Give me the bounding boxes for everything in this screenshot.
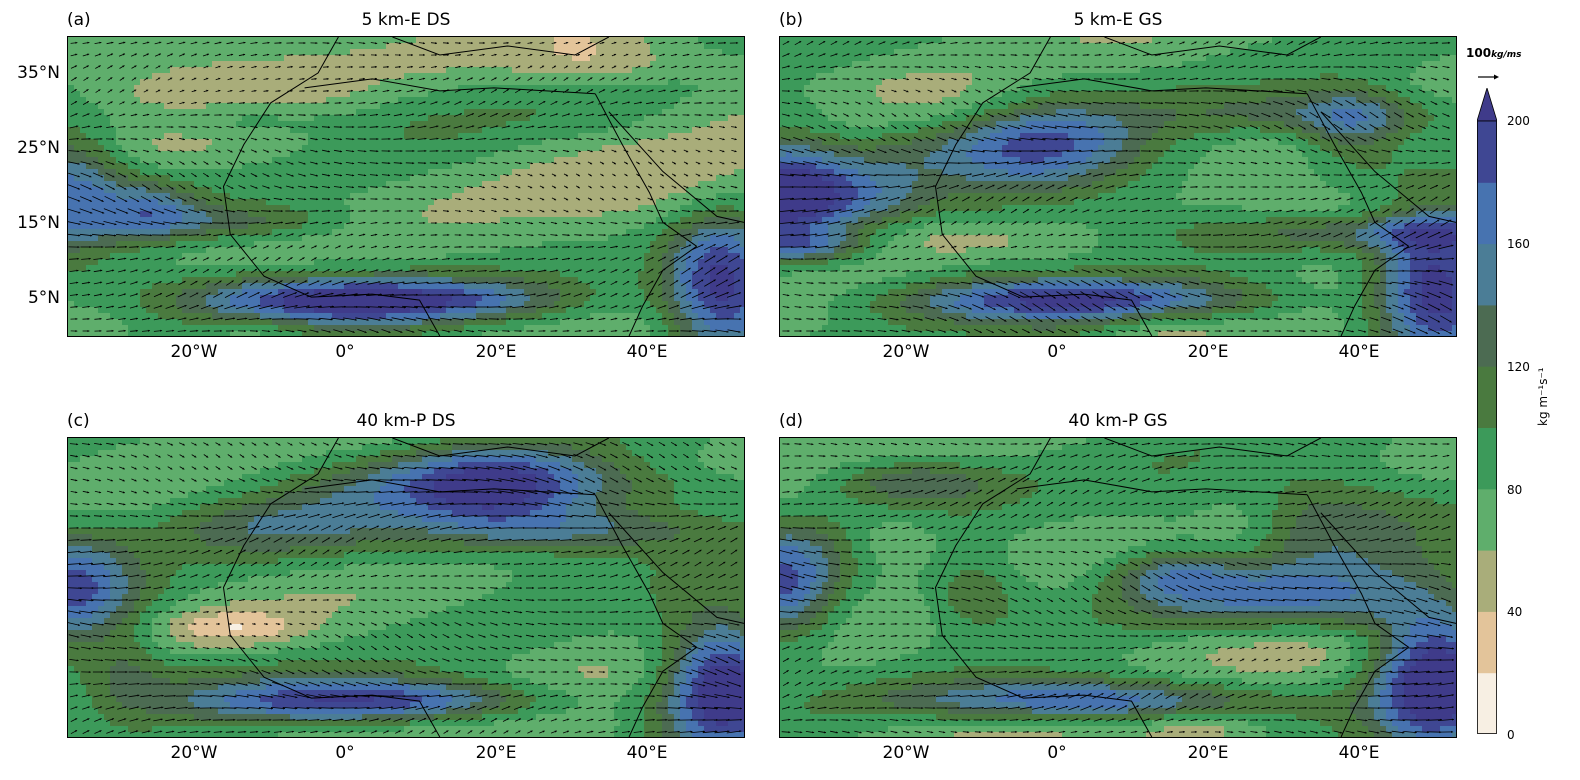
panel-label: (b) xyxy=(779,10,803,30)
x-tick: 20°E xyxy=(476,342,517,362)
y-tick: 25°N xyxy=(5,138,60,158)
y-tick: 35°N xyxy=(5,63,60,83)
colorbar-level xyxy=(1477,121,1497,183)
map-field xyxy=(779,437,1457,738)
panel-label: (c) xyxy=(67,411,90,431)
colorbar-level xyxy=(1477,550,1497,612)
y-tick: 5°N xyxy=(5,288,60,308)
reference-vector-label: 100kg/ms xyxy=(1466,46,1522,60)
x-tick: 40°E xyxy=(1339,342,1380,362)
ivt-contour-map xyxy=(780,438,1456,737)
panel-title: 5 km-E DS xyxy=(67,10,745,30)
ivt-contour-map xyxy=(68,37,744,336)
x-tick: 20°W xyxy=(171,342,218,362)
colorbar-level xyxy=(1477,304,1497,367)
colorbar xyxy=(1477,88,1497,734)
coastline xyxy=(934,37,1456,336)
panel-label: (a) xyxy=(67,10,91,30)
reference-vector-value: 100 xyxy=(1466,46,1491,60)
x-tick: 20°W xyxy=(883,743,930,763)
colorbar-extend-triangle xyxy=(1477,88,1497,122)
colorbar-level xyxy=(1477,243,1497,306)
panel-label: (d) xyxy=(779,411,803,431)
colorbar-level xyxy=(1477,366,1497,428)
colorbar-level xyxy=(1477,488,1497,551)
ivt-contour-map xyxy=(780,37,1456,336)
colorbar-tick: 120 xyxy=(1507,360,1530,374)
x-tick: 0° xyxy=(1047,342,1066,362)
x-tick: 20°W xyxy=(171,743,218,763)
y-tick: 15°N xyxy=(5,213,60,233)
x-tick: 0° xyxy=(335,743,354,763)
colorbar-tick: 160 xyxy=(1507,237,1530,251)
x-tick: 20°E xyxy=(1188,743,1229,763)
colorbar-level xyxy=(1477,427,1497,490)
colorbar-label: kg m⁻¹s⁻¹ xyxy=(1536,367,1550,426)
x-tick: 20°W xyxy=(883,342,930,362)
x-tick: 0° xyxy=(1047,743,1066,763)
x-tick: 40°E xyxy=(627,342,668,362)
colorbar-tick: 80 xyxy=(1507,483,1522,497)
colorbar-tick: 0 xyxy=(1507,728,1515,742)
map-field xyxy=(779,36,1457,337)
coastline xyxy=(222,37,744,336)
colorbar-frame xyxy=(1477,120,1497,734)
reference-vector-unit: kg/ms xyxy=(1491,50,1521,60)
map-field xyxy=(67,437,745,738)
panel-title: 40 km-P DS xyxy=(67,411,745,431)
x-tick: 40°E xyxy=(627,743,668,763)
colorbar-level xyxy=(1477,611,1497,674)
colorbar-tick: 40 xyxy=(1507,605,1522,619)
colorbar-tick: 200 xyxy=(1507,114,1530,128)
panel-title: 5 km-E GS xyxy=(779,10,1457,30)
map-field xyxy=(67,36,745,337)
reference-vector-arrow-icon xyxy=(1478,74,1499,80)
x-tick: 20°E xyxy=(1188,342,1229,362)
x-tick: 40°E xyxy=(1339,743,1380,763)
x-tick: 20°E xyxy=(476,743,517,763)
x-tick: 0° xyxy=(335,342,354,362)
panel-title: 40 km-P GS xyxy=(779,411,1457,431)
coastline xyxy=(934,438,1456,737)
colorbar-level xyxy=(1477,182,1497,245)
colorbar-level xyxy=(1477,672,1497,734)
ivt-contour-map xyxy=(68,438,744,737)
